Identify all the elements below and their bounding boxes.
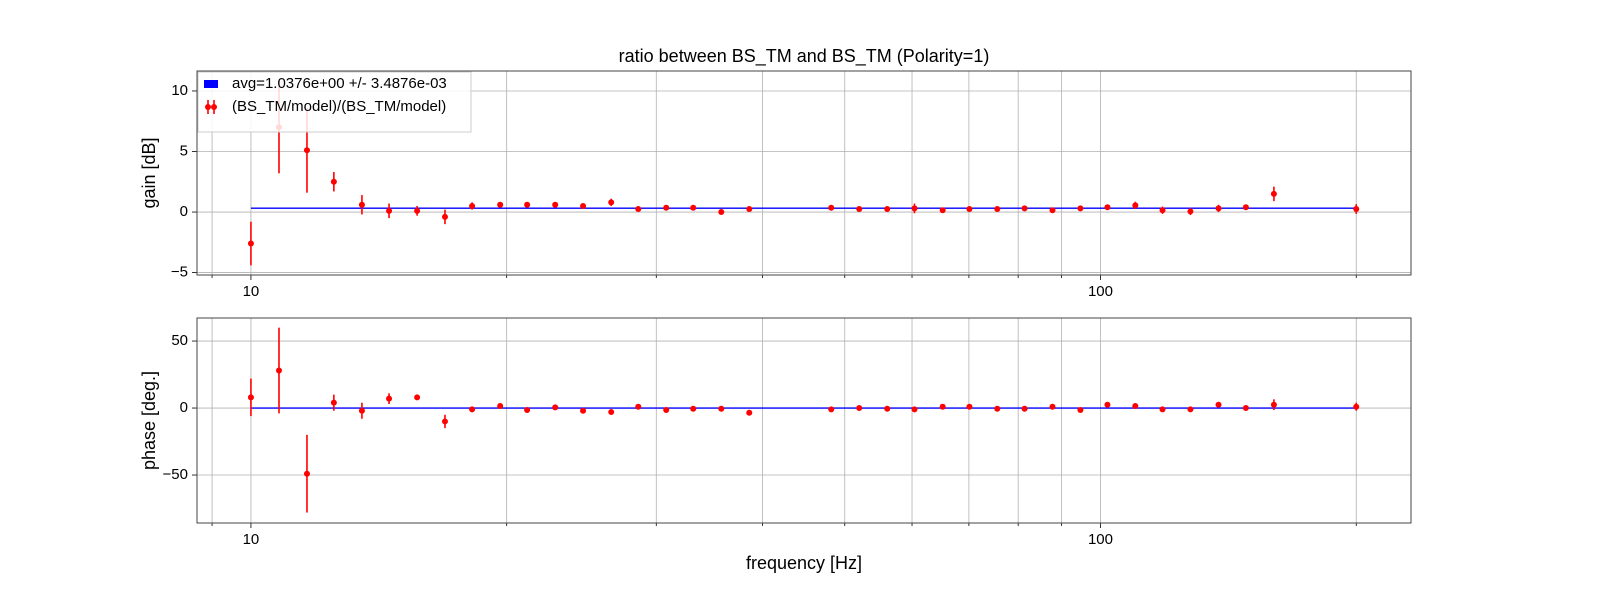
data-point	[690, 204, 697, 211]
x-tick-label: 10	[243, 283, 260, 300]
data-point	[635, 206, 642, 213]
data-point	[524, 407, 531, 414]
data-point	[1159, 406, 1166, 413]
y-axis-label: phase [deg.]	[139, 371, 159, 470]
y-tick-label: −50	[163, 466, 188, 483]
y-tick-label: 5	[180, 142, 188, 159]
legend-swatch	[211, 104, 217, 110]
data-point	[247, 240, 254, 247]
data-point	[884, 405, 891, 412]
data-point	[1242, 405, 1249, 412]
data-point	[1104, 204, 1111, 211]
data-point	[441, 213, 448, 220]
data-point	[1270, 401, 1277, 408]
data-point	[524, 201, 531, 208]
data-point	[994, 206, 1001, 213]
data-point	[580, 407, 587, 414]
plot-frame	[196, 317, 1412, 524]
chart-title: ratio between BS_TM and BS_TM (Polarity=…	[619, 46, 990, 67]
data-point	[1159, 207, 1166, 214]
x-tick-label: 100	[1088, 531, 1113, 548]
y-tick-label: 0	[180, 399, 188, 416]
data-point	[303, 147, 310, 154]
x-tick-label: 10	[243, 531, 260, 548]
data-point	[497, 201, 504, 208]
data-point	[1353, 206, 1360, 213]
data-point	[718, 209, 725, 216]
x-tick-label: 100	[1088, 283, 1113, 300]
data-point	[1049, 207, 1056, 214]
data-point	[441, 418, 448, 425]
data-point	[1215, 401, 1222, 408]
data-point	[1187, 406, 1194, 413]
legend: avg=1.0376e+00 +/- 3.4876e-03 (BS_TM/mode…	[197, 71, 472, 133]
data-point	[828, 204, 835, 211]
plot-frame	[196, 70, 1412, 276]
data-point	[1187, 208, 1194, 215]
data-point	[1049, 403, 1056, 410]
y-tick-label: −5	[171, 264, 188, 281]
data-point	[663, 407, 670, 414]
data-point	[856, 405, 863, 412]
data-point	[966, 206, 973, 213]
data-point	[939, 207, 946, 214]
data-point	[828, 406, 835, 413]
legend-box	[197, 71, 472, 133]
data-point	[386, 207, 393, 214]
data-point	[1021, 405, 1028, 412]
data-point	[1215, 205, 1222, 212]
data-point	[1132, 403, 1139, 410]
data-point	[746, 206, 753, 213]
data-point	[552, 404, 559, 411]
data-point	[386, 395, 393, 402]
data-point	[275, 367, 282, 374]
data-point	[303, 470, 310, 477]
data-point	[469, 406, 476, 413]
data-point	[718, 405, 725, 412]
legend-swatch	[205, 104, 211, 110]
data-point	[663, 204, 670, 211]
legend-label: (BS_TM/model)/(BS_TM/model)	[232, 98, 446, 115]
data-point	[690, 405, 697, 412]
data-point	[414, 394, 421, 401]
data-point	[552, 201, 559, 208]
data-point	[1021, 205, 1028, 212]
data-point	[497, 403, 504, 410]
data-point	[635, 403, 642, 410]
data-point	[330, 399, 337, 406]
data-point	[1242, 204, 1249, 211]
x-axis-label: frequency [Hz]	[746, 553, 862, 573]
data-point	[580, 202, 587, 209]
data-point	[1104, 401, 1111, 408]
data-point	[608, 199, 615, 206]
data-point	[608, 409, 615, 416]
data-point	[1132, 202, 1139, 209]
data-point	[856, 206, 863, 213]
data-point	[247, 394, 254, 401]
data-point	[330, 178, 337, 185]
y-axis-label: gain [dB]	[139, 137, 159, 208]
data-point	[414, 207, 421, 214]
data-point	[1077, 407, 1084, 414]
legend-swatch	[204, 80, 218, 88]
data-point	[994, 405, 1001, 412]
data-point	[884, 206, 891, 213]
data-point	[911, 205, 918, 212]
data-point	[1270, 190, 1277, 197]
y-tick-label: 50	[171, 332, 188, 349]
data-point	[746, 409, 753, 416]
data-point	[939, 403, 946, 410]
data-point	[1077, 205, 1084, 212]
data-point	[358, 407, 365, 414]
data-point	[911, 406, 918, 413]
legend-label: avg=1.0376e+00 +/- 3.4876e-03	[232, 75, 447, 92]
data-point	[469, 202, 476, 209]
data-point	[1353, 403, 1360, 410]
y-tick-label: 0	[180, 203, 188, 220]
data-point	[966, 403, 973, 410]
data-point	[358, 201, 365, 208]
y-tick-label: 10	[171, 82, 188, 99]
